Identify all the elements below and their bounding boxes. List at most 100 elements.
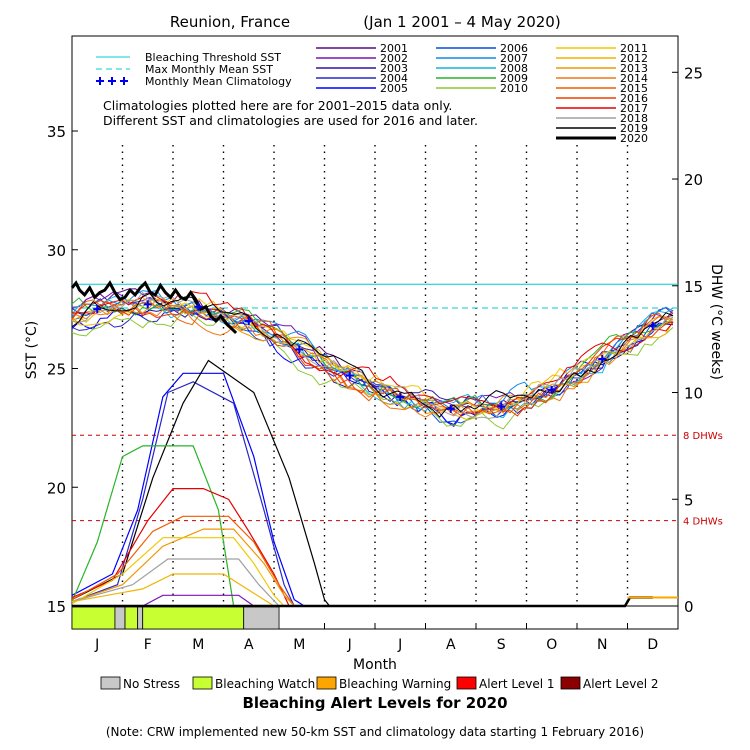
alert-segment: [124, 606, 139, 630]
legend-year-label: 2015: [620, 82, 648, 95]
sst-series: [70, 280, 674, 430]
x-tick-label: J: [347, 637, 352, 653]
dhw-line-2020: [72, 596, 653, 608]
climatology-marker: [648, 321, 657, 330]
alert-swatch: [316, 676, 337, 690]
climatology-marker: [547, 385, 556, 394]
dhw-line-2012: [71, 573, 275, 607]
dhw-line-2018: [71, 558, 280, 607]
climatology-marker: [244, 317, 253, 325]
legend-year-label: 2019: [620, 122, 648, 135]
y-tick-label-right: 0: [684, 598, 694, 616]
y-tick-label-left: 25: [47, 361, 66, 379]
dhw-reference-label: 8 DHWs: [683, 431, 723, 442]
alert-segment: [71, 606, 116, 630]
dhw-line-2011: [71, 537, 285, 607]
y-tick-label-right: 5: [684, 491, 694, 509]
legend-year-label: 2008: [500, 62, 528, 75]
legend-year-label: 2013: [620, 62, 648, 75]
axes: 15 20 25 30 35 0 5 10 15 20 25 J F M A M J J A S O N D: [47, 64, 703, 653]
alert-swatch: [192, 676, 213, 690]
climatology-markers: [93, 300, 657, 413]
x-tick-label: A: [244, 637, 254, 653]
legend-year-label: 2018: [620, 112, 648, 125]
legend-label: Monthly Mean Climatology: [145, 75, 292, 88]
alert-label: Bleaching Watch: [215, 677, 315, 691]
sst-line-2006: [71, 297, 674, 424]
alert-swatch: [456, 676, 477, 690]
alert-legend: No Stress Bleaching Watch Bleaching Warnin…: [100, 676, 659, 691]
sst-line-2011: [71, 297, 674, 414]
x-tick-label: D: [647, 637, 658, 653]
climatology-marker: [93, 305, 102, 314]
y-tick-label-right: 20: [684, 171, 703, 189]
climatology-marker: [497, 402, 506, 411]
dhw-line-2009: [71, 445, 235, 607]
legend-year-label: 2003: [380, 62, 408, 75]
climatology-marker: [143, 300, 152, 309]
chart-title: Reunion, France: [170, 13, 290, 31]
alert-swatch: [560, 676, 581, 690]
footnote: (Note: CRW implemented new 50-km SST and…: [106, 725, 644, 739]
y-tick-label-right: 10: [684, 385, 703, 403]
x-tick-label: N: [597, 637, 607, 653]
x-tick-label: F: [144, 637, 152, 653]
note-line: Climatologies plotted here are for 2001–…: [103, 98, 452, 113]
dhw-line-2019: [71, 359, 330, 607]
climatology-marker: [446, 404, 455, 413]
legend-year-label: 2010: [500, 82, 528, 95]
climatology-marker: [598, 355, 607, 363]
x-tick-label: J: [397, 637, 402, 653]
legend-year-label: 2012: [620, 52, 648, 65]
dhw-line-2015: [71, 515, 295, 607]
legend-label: Max Monthly Mean SST: [145, 63, 273, 76]
legend-year-label: 2001: [380, 42, 408, 55]
alert-segment: [142, 606, 245, 630]
x-axis-label: Month: [353, 657, 397, 673]
legend-year-label: 2009: [500, 72, 528, 85]
alert-segment: [243, 606, 280, 630]
dhw-line-2004: [71, 381, 295, 607]
climatology-marker: [194, 302, 203, 311]
climatology-note: Climatologies plotted here are for 2001–…: [103, 98, 478, 128]
legend-year-label: 2006: [500, 42, 528, 55]
x-tick-label: M: [192, 637, 204, 653]
climatology-marker: [396, 393, 405, 401]
legend-year-label: 2017: [620, 102, 648, 115]
legend-year-label: 2005: [380, 82, 408, 95]
alert-segment: [114, 606, 126, 630]
sst-line-2012: [71, 296, 674, 421]
alert-swatch: [100, 676, 121, 690]
y-tick-label-right: 15: [684, 278, 703, 296]
sst-line-2014: [71, 300, 674, 418]
x-tick-label: M: [293, 637, 305, 653]
chart-subtitle: (Jan 1 2001 – 4 May 2020): [363, 13, 560, 31]
x-tick-label: S: [497, 637, 506, 653]
alert-bar: [71, 605, 678, 630]
y-tick-label-left: 35: [47, 123, 66, 141]
alert-label: Alert Level 1: [479, 677, 555, 691]
legend-year-label: 2002: [380, 52, 408, 65]
sst-line-2019: [71, 292, 674, 418]
y-tick-label-left: 30: [47, 242, 66, 260]
climatology-marker: [345, 371, 354, 380]
legend-label: Bleaching Threshold SST: [145, 51, 281, 64]
dhw-line-2005: [71, 372, 305, 607]
dhw-line-2013: [71, 528, 295, 607]
legend-year-label: 2007: [500, 52, 528, 65]
legend-year-label: 2004: [380, 72, 408, 85]
climatology-marker: [295, 345, 304, 354]
sst-line-2015: [71, 299, 674, 415]
alert-label: No Stress: [123, 677, 180, 691]
y-tick-label-left: 15: [47, 598, 66, 616]
note-line: Different SST and climatologies are used…: [103, 113, 478, 128]
dhw-reference-label: 4 DHWs: [683, 517, 723, 528]
alert-segment: [137, 606, 144, 630]
dhw-line-2017: [71, 488, 290, 607]
sst-line-2017: [71, 291, 674, 407]
legend-year-label: 2014: [620, 72, 648, 85]
dhw-line-2002: [142, 594, 255, 607]
